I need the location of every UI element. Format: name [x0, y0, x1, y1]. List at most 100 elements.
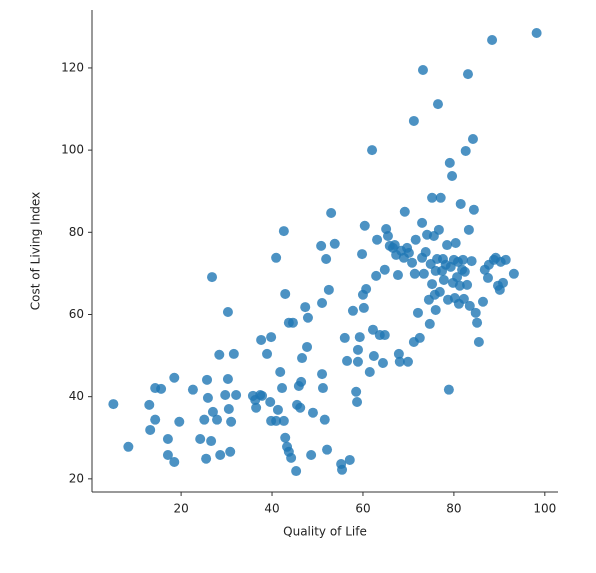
point — [393, 348, 404, 359]
point — [364, 367, 375, 378]
point — [317, 383, 328, 394]
point — [444, 157, 455, 168]
point — [482, 272, 493, 283]
point — [458, 293, 469, 304]
point — [297, 353, 308, 364]
point — [472, 317, 483, 328]
point — [226, 416, 237, 427]
point — [206, 436, 217, 447]
point — [367, 145, 378, 156]
point — [361, 284, 372, 295]
point — [382, 231, 393, 242]
point — [272, 404, 283, 415]
point — [466, 256, 477, 267]
point — [409, 268, 420, 279]
point — [265, 397, 276, 408]
point — [417, 64, 428, 75]
point — [410, 234, 421, 245]
point — [256, 334, 267, 345]
point — [302, 341, 313, 352]
point — [339, 332, 350, 343]
point — [212, 414, 223, 425]
point — [459, 266, 470, 277]
point — [432, 99, 443, 110]
point — [277, 383, 288, 394]
point — [222, 373, 233, 384]
point — [462, 69, 473, 80]
point — [462, 279, 473, 290]
point — [450, 237, 461, 248]
point — [306, 450, 317, 461]
point — [222, 307, 233, 318]
point — [225, 446, 236, 457]
point — [372, 234, 383, 245]
point — [108, 399, 119, 410]
point — [202, 392, 213, 403]
point — [215, 450, 226, 461]
point — [302, 312, 313, 323]
point — [262, 348, 273, 359]
point — [500, 254, 511, 265]
point — [473, 337, 484, 348]
point — [214, 349, 225, 360]
point — [329, 238, 340, 249]
point — [321, 254, 332, 265]
point — [220, 390, 231, 401]
y-tick-label: 120 — [61, 60, 84, 74]
point — [278, 226, 289, 237]
point — [251, 402, 262, 413]
point — [427, 192, 438, 203]
point — [207, 406, 218, 417]
point — [414, 332, 425, 343]
point — [169, 457, 180, 468]
x-axis-label: Quality of Life — [283, 525, 367, 539]
point — [463, 224, 474, 235]
y-tick-label: 20 — [69, 471, 84, 485]
point — [195, 433, 206, 444]
point — [352, 344, 363, 355]
point — [228, 348, 239, 359]
point — [435, 192, 446, 203]
point — [464, 300, 475, 311]
point — [123, 441, 134, 452]
point — [357, 249, 368, 260]
point — [377, 357, 388, 368]
point — [379, 264, 390, 275]
point — [257, 390, 268, 401]
point — [452, 272, 463, 283]
point — [417, 217, 428, 228]
point — [418, 268, 429, 279]
point — [295, 402, 306, 413]
point — [352, 356, 363, 367]
point — [442, 240, 453, 251]
point — [443, 384, 454, 395]
point — [317, 369, 328, 380]
y-tick-label: 80 — [69, 225, 84, 239]
point — [430, 304, 441, 315]
point — [280, 288, 291, 299]
point — [322, 444, 333, 455]
point — [508, 268, 519, 279]
point — [487, 34, 498, 45]
point — [231, 390, 242, 401]
point — [407, 257, 418, 268]
point — [150, 414, 161, 425]
point — [319, 414, 330, 425]
point — [202, 374, 213, 385]
y-tick-label: 40 — [69, 389, 84, 403]
point — [162, 433, 173, 444]
point — [447, 171, 458, 182]
point — [379, 330, 390, 341]
point — [266, 332, 277, 343]
point — [174, 416, 185, 427]
point — [286, 452, 297, 463]
point — [457, 254, 468, 265]
y-tick-label: 100 — [61, 143, 84, 157]
point — [399, 206, 410, 217]
y-axis-label: Cost of Living Index — [29, 192, 43, 310]
point — [394, 356, 405, 367]
point — [424, 318, 435, 329]
point — [326, 207, 337, 218]
point — [201, 453, 212, 464]
